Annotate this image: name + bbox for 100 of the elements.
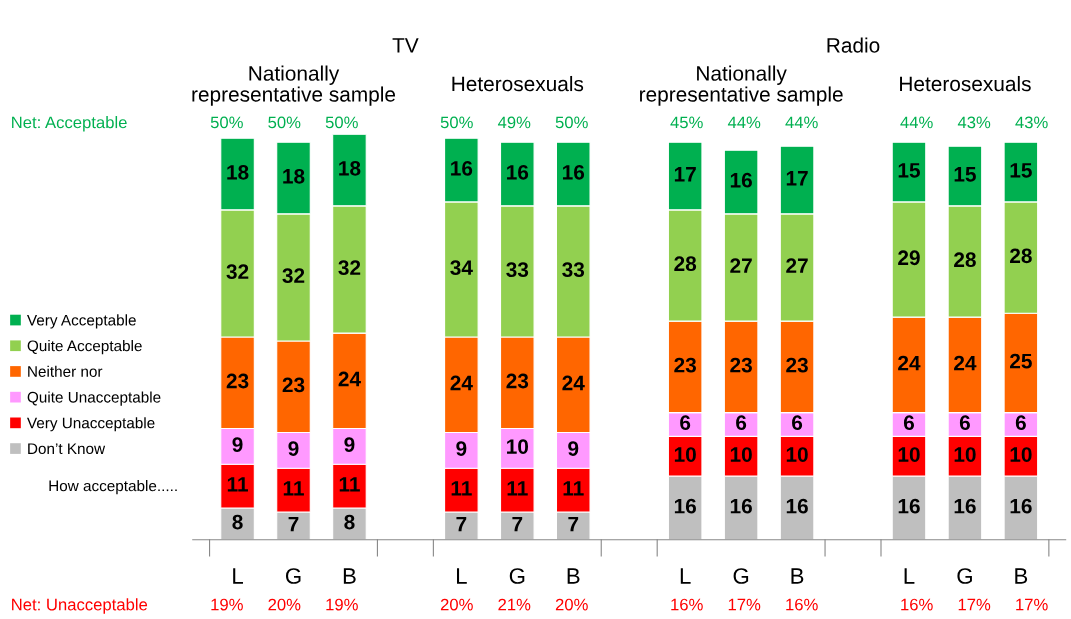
data-label: 18 — [339, 160, 361, 176]
data-label: 11 — [283, 481, 304, 496]
legend-label: Very Unacceptable — [27, 417, 155, 432]
x-tick-label: G — [733, 568, 749, 584]
x-tick-label: G — [957, 568, 972, 584]
text: Nationally representative sample — [640, 65, 843, 106]
data-label: 10 — [898, 447, 920, 462]
text: Heterosexuals — [452, 75, 584, 92]
data-label: 16 — [730, 172, 752, 188]
data-label: 24 — [898, 355, 921, 371]
data-label: 23 — [786, 357, 808, 373]
data-label: 18 — [283, 168, 305, 184]
legend-label: Don’t Know — [28, 443, 106, 455]
data-label: 32 — [282, 268, 305, 284]
data-label: 16 — [786, 498, 808, 514]
legend-label: Quite Unacceptable — [27, 391, 161, 406]
x-tick-label: B — [343, 568, 356, 584]
text: 44% — [727, 116, 761, 129]
data-label: 27 — [730, 258, 752, 273]
data-label: 32 — [338, 260, 361, 276]
x-tick-label: B — [791, 568, 804, 584]
data-label: 10 — [507, 439, 529, 454]
text: 17% — [728, 598, 761, 611]
data-label: 11 — [451, 481, 472, 496]
data-label: 24 — [338, 371, 361, 387]
data-label: 27 — [786, 258, 808, 273]
data-label: 6 — [736, 415, 747, 431]
text: 21% — [498, 598, 531, 611]
data-label: 16 — [954, 498, 976, 514]
data-label: 16 — [898, 498, 920, 514]
data-label: 16 — [507, 164, 529, 180]
text: 20% — [268, 598, 301, 611]
text: Heterosexuals — [900, 75, 1031, 92]
data-label: 29 — [898, 250, 920, 266]
data-label: 23 — [674, 357, 696, 373]
data-label: 11 — [507, 481, 528, 496]
x-tick-label: L — [904, 568, 915, 584]
data-label: 24 — [562, 375, 585, 391]
text: Radio — [827, 37, 880, 53]
text: 50% — [555, 116, 588, 129]
data-label: 16 — [451, 160, 473, 176]
data-label: 10 — [786, 447, 808, 462]
text: 20% — [555, 598, 588, 611]
data-label: 16 — [674, 498, 696, 514]
data-label: 16 — [562, 164, 585, 180]
data-label: 28 — [954, 252, 976, 268]
x-tick-label: G — [285, 568, 301, 584]
text: 19% — [211, 598, 243, 611]
data-label: 9 — [456, 441, 467, 456]
text: Net: Unacceptable — [12, 598, 148, 614]
text: Net: Acceptable — [12, 116, 127, 132]
x-tick-label: B — [1015, 568, 1028, 584]
data-label: 9 — [288, 441, 299, 456]
data-label: 7 — [512, 516, 523, 532]
text: 17% — [1016, 598, 1048, 611]
data-label: 28 — [1010, 248, 1032, 264]
data-label: 25 — [1010, 353, 1032, 369]
text: 50% — [210, 116, 243, 129]
data-label: 8 — [344, 514, 355, 530]
legend-label: Neither nor — [28, 365, 103, 377]
data-label: 6 — [792, 415, 803, 431]
text: 49% — [497, 116, 531, 129]
data-label: 10 — [730, 447, 752, 462]
data-label: 33 — [562, 262, 585, 278]
data-label: 7 — [288, 516, 299, 532]
text: Nationally representative sample — [192, 65, 396, 106]
data-label: 18 — [227, 164, 249, 180]
data-label: 24 — [954, 355, 977, 371]
text: How acceptable..... — [49, 480, 177, 495]
legend-label: Very Acceptable — [27, 314, 136, 329]
text: 19% — [326, 598, 358, 611]
text: 44% — [900, 116, 933, 129]
text: 43% — [957, 116, 991, 129]
data-label: 17 — [786, 171, 808, 186]
data-label: 10 — [954, 447, 976, 462]
data-label: 9 — [568, 441, 579, 456]
legend-label: Quite Acceptable — [27, 340, 142, 355]
text: 44% — [785, 116, 818, 129]
text: 45% — [670, 116, 703, 129]
x-tick-label: L — [680, 568, 691, 584]
data-label: 17 — [674, 167, 696, 182]
text: TV — [392, 38, 419, 53]
text: 43% — [1015, 116, 1048, 129]
data-label: 16 — [1010, 498, 1032, 514]
data-label: 33 — [506, 262, 529, 278]
data-label: 15 — [1010, 163, 1032, 178]
data-label: 10 — [1010, 447, 1032, 462]
data-label: 6 — [680, 415, 691, 431]
x-tick-label: L — [457, 568, 467, 584]
data-label: 23 — [506, 373, 529, 389]
data-label: 11 — [339, 477, 360, 492]
data-label: 15 — [898, 163, 920, 178]
data-label: 9 — [344, 437, 355, 452]
text: 20% — [440, 598, 473, 611]
x-tick-label: B — [567, 568, 580, 584]
data-label: 10 — [674, 447, 696, 462]
text: 16% — [901, 598, 933, 611]
data-label: 7 — [568, 516, 579, 532]
text: 50% — [440, 116, 473, 129]
x-tick-label: L — [233, 568, 243, 584]
